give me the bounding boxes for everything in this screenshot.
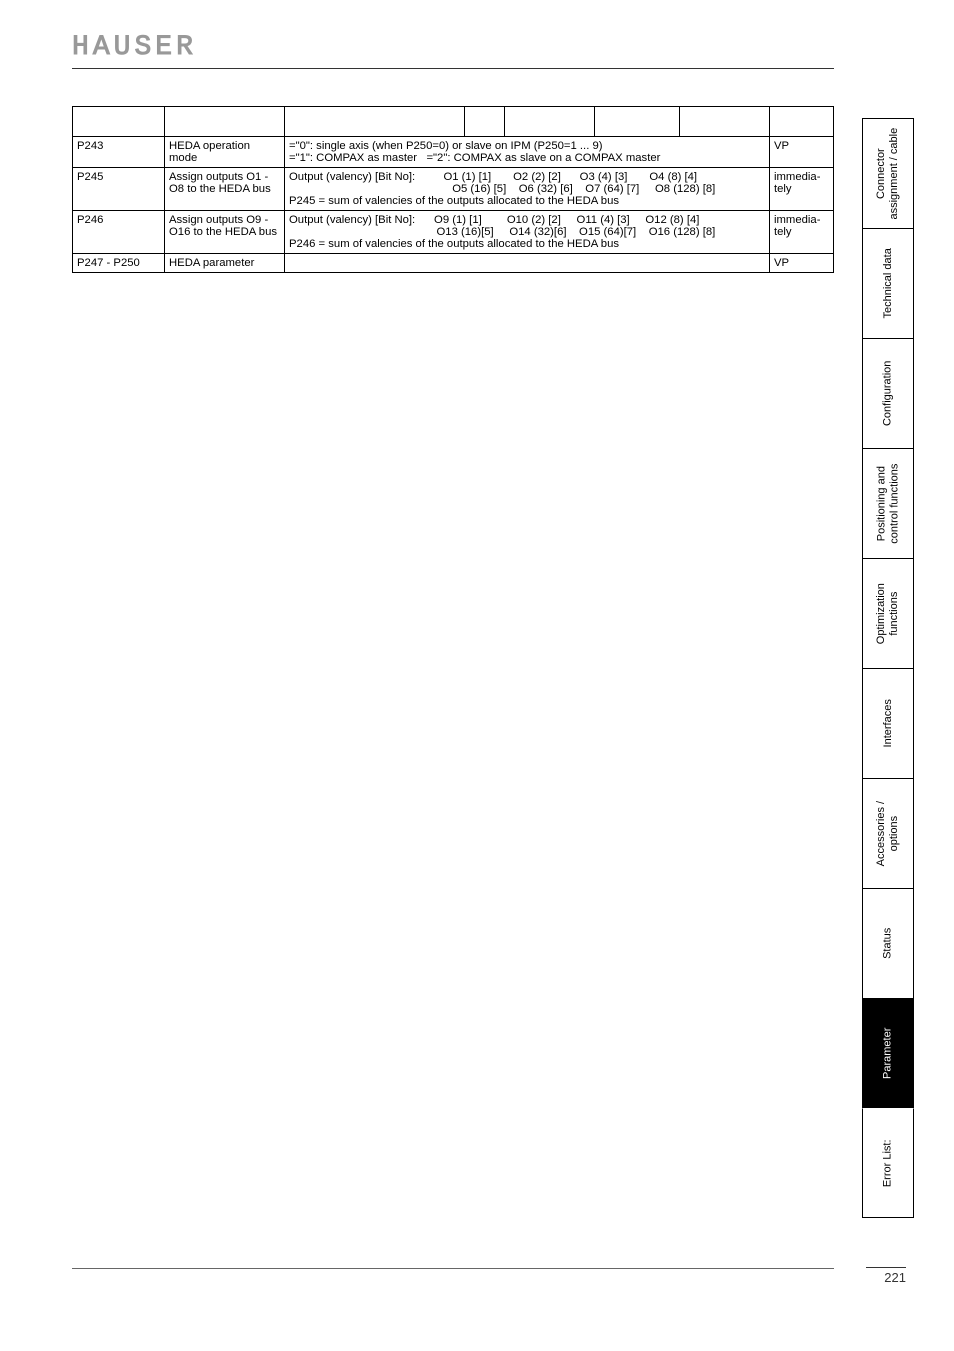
param-id: P246 [73,211,165,254]
param-id-range: P247 - P250 [73,254,165,273]
side-tab-label: Positioning and control functions [875,463,900,543]
param-name: Assign outputs O1 - O8 to the HEDA bus [165,168,285,211]
param-description [285,254,770,273]
table-row: P245Assign outputs O1 - O8 to the HEDA b… [73,168,834,211]
param-description: Output (valency) [Bit No]: O1 (1) [1] O2… [285,168,770,211]
side-tab-label: Accessories / options [875,801,900,866]
side-tab-label: Technical data [882,248,895,318]
param-name: Assign outputs O9 - O16 to the HEDA bus [165,211,285,254]
param-description: Output (valency) [Bit No]: O9 (1) [1] O1… [285,211,770,254]
param-effect: immedia- tely [770,211,834,254]
side-tab[interactable]: Configuration [862,338,914,448]
header-rule [72,68,834,69]
side-tab[interactable]: Error List: [862,1108,914,1218]
param-name: HEDA parameter [165,254,285,273]
param-effect: VP [770,254,834,273]
side-tab[interactable]: Positioning and control functions [862,448,914,558]
param-effect: VP [770,137,834,168]
table-row: P247 - P250HEDA parameter VP [73,254,834,273]
table-header-spacer [73,107,834,137]
side-tab-label: Error List: [882,1139,895,1187]
side-tab[interactable]: Interfaces [862,668,914,778]
param-id: P245 [73,168,165,211]
side-tab[interactable]: Connector assignment / cable [862,118,914,228]
side-tab-label: Interfaces [882,699,895,747]
side-tab[interactable]: Accessories / options [862,778,914,888]
parameter-table: P243HEDA operation mode="0": single axis… [72,106,834,273]
table-row: P243HEDA operation mode="0": single axis… [73,137,834,168]
table-row: P246Assign outputs O9 - O16 to the HEDA … [73,211,834,254]
side-tab[interactable]: Status [862,888,914,998]
side-tab-label: Connector assignment / cable [875,128,900,220]
parameter-table-container: P243HEDA operation mode="0": single axis… [72,106,834,273]
page-number: 221 [866,1267,906,1285]
param-id: P243 [73,137,165,168]
side-tab-label: Optimization functions [875,583,900,644]
side-tab-label: Parameter [882,1028,895,1079]
footer-rule [72,1268,834,1269]
side-tab[interactable]: Technical data [862,228,914,338]
side-tab[interactable]: Optimization functions [862,558,914,668]
param-name: HEDA operation mode [165,137,285,168]
param-effect: immedia- tely [770,168,834,211]
side-tab[interactable]: Parameter [862,998,914,1108]
side-tab-label: Configuration [882,361,895,426]
param-description: ="0": single axis (when P250=0) or slave… [285,137,770,168]
side-tab-label: Status [882,928,895,959]
side-nav-tabs: Connector assignment / cable Technical da… [862,118,914,1218]
brand-logo: HAUSER [72,32,197,63]
